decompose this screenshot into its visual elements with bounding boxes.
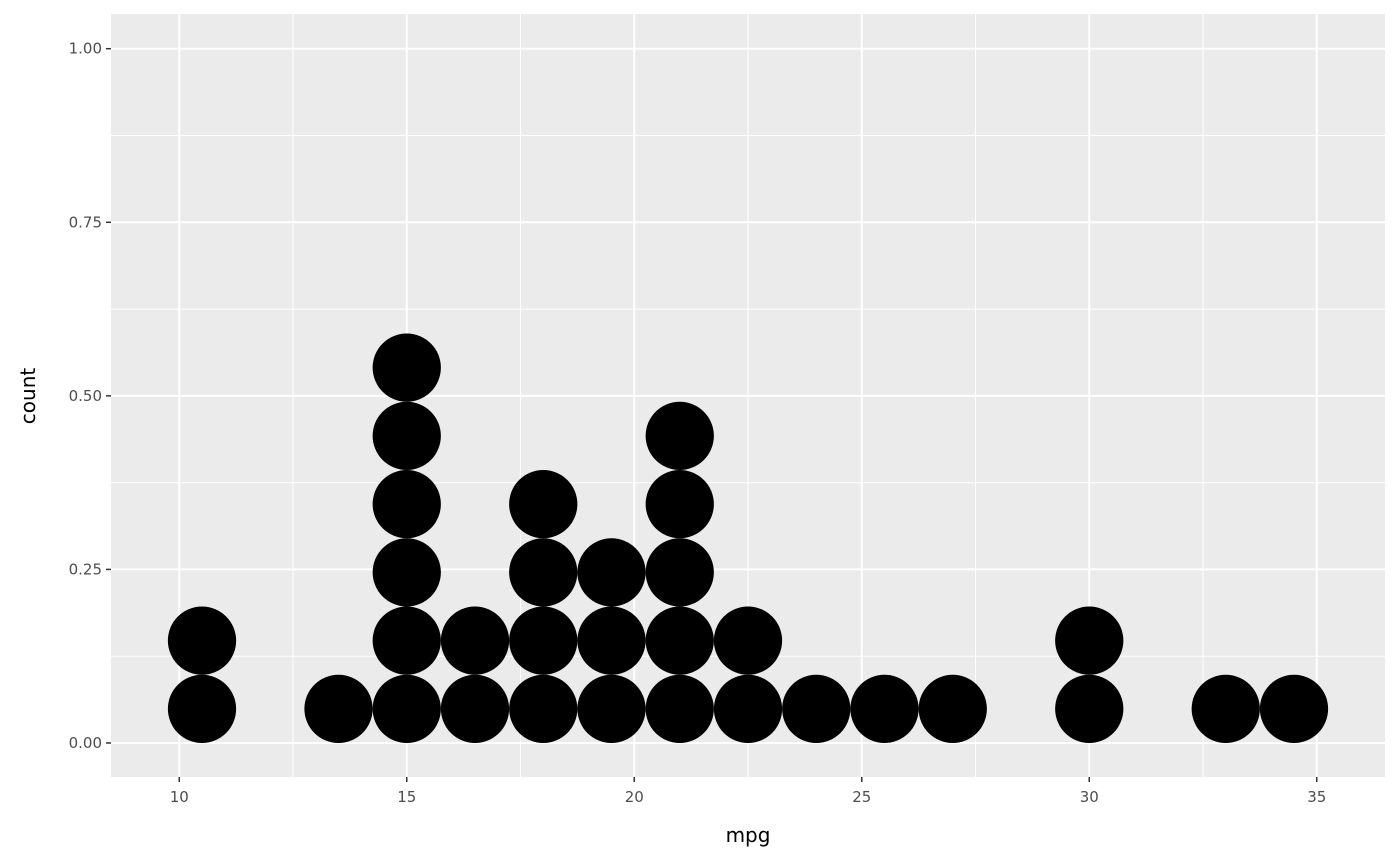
dot	[645, 674, 714, 743]
y-tick-label: 0.25	[69, 560, 102, 578]
y-tick-label: 0.50	[69, 387, 102, 405]
dot	[782, 674, 851, 743]
dot	[372, 469, 441, 539]
dot	[577, 538, 646, 607]
dot	[304, 674, 373, 743]
dot	[509, 538, 578, 607]
y-axis-title: count	[16, 368, 40, 425]
dot	[440, 674, 510, 743]
dot	[1055, 606, 1124, 675]
x-tick-label: 25	[852, 788, 871, 806]
x-axis-title: mpg	[726, 823, 771, 847]
dot	[509, 469, 578, 539]
dot	[440, 606, 510, 675]
dot	[509, 606, 578, 675]
dot	[1191, 674, 1260, 743]
dot	[645, 401, 714, 470]
x-tick-label: 20	[625, 788, 644, 806]
dot	[645, 606, 714, 675]
x-tick-label: 10	[170, 788, 189, 806]
y-tick-label: 0.00	[69, 734, 102, 752]
dot	[167, 674, 237, 743]
y-tick-label: 1.00	[69, 40, 102, 58]
x-tick-label: 35	[1307, 788, 1326, 806]
dot	[918, 674, 987, 743]
dot	[645, 469, 714, 539]
dot	[713, 674, 783, 743]
dot	[1055, 674, 1124, 743]
axes: 10 15 20 25 30 35 0.00 0.25 0.50 0.75 1.00	[69, 40, 1327, 806]
y-tick-label: 0.75	[69, 213, 102, 231]
dot	[577, 606, 646, 675]
dot	[372, 674, 441, 743]
dot	[645, 538, 714, 607]
dot	[577, 674, 646, 743]
dots	[167, 333, 1329, 743]
dot	[372, 538, 441, 607]
dot	[713, 606, 783, 675]
dot	[1259, 674, 1329, 743]
dot	[850, 674, 919, 743]
dot	[372, 606, 441, 675]
dot	[372, 333, 441, 402]
x-tick-label: 15	[397, 788, 416, 806]
x-tick-label: 30	[1080, 788, 1099, 806]
dot	[509, 674, 578, 743]
dot	[167, 606, 237, 675]
dot	[372, 401, 441, 470]
